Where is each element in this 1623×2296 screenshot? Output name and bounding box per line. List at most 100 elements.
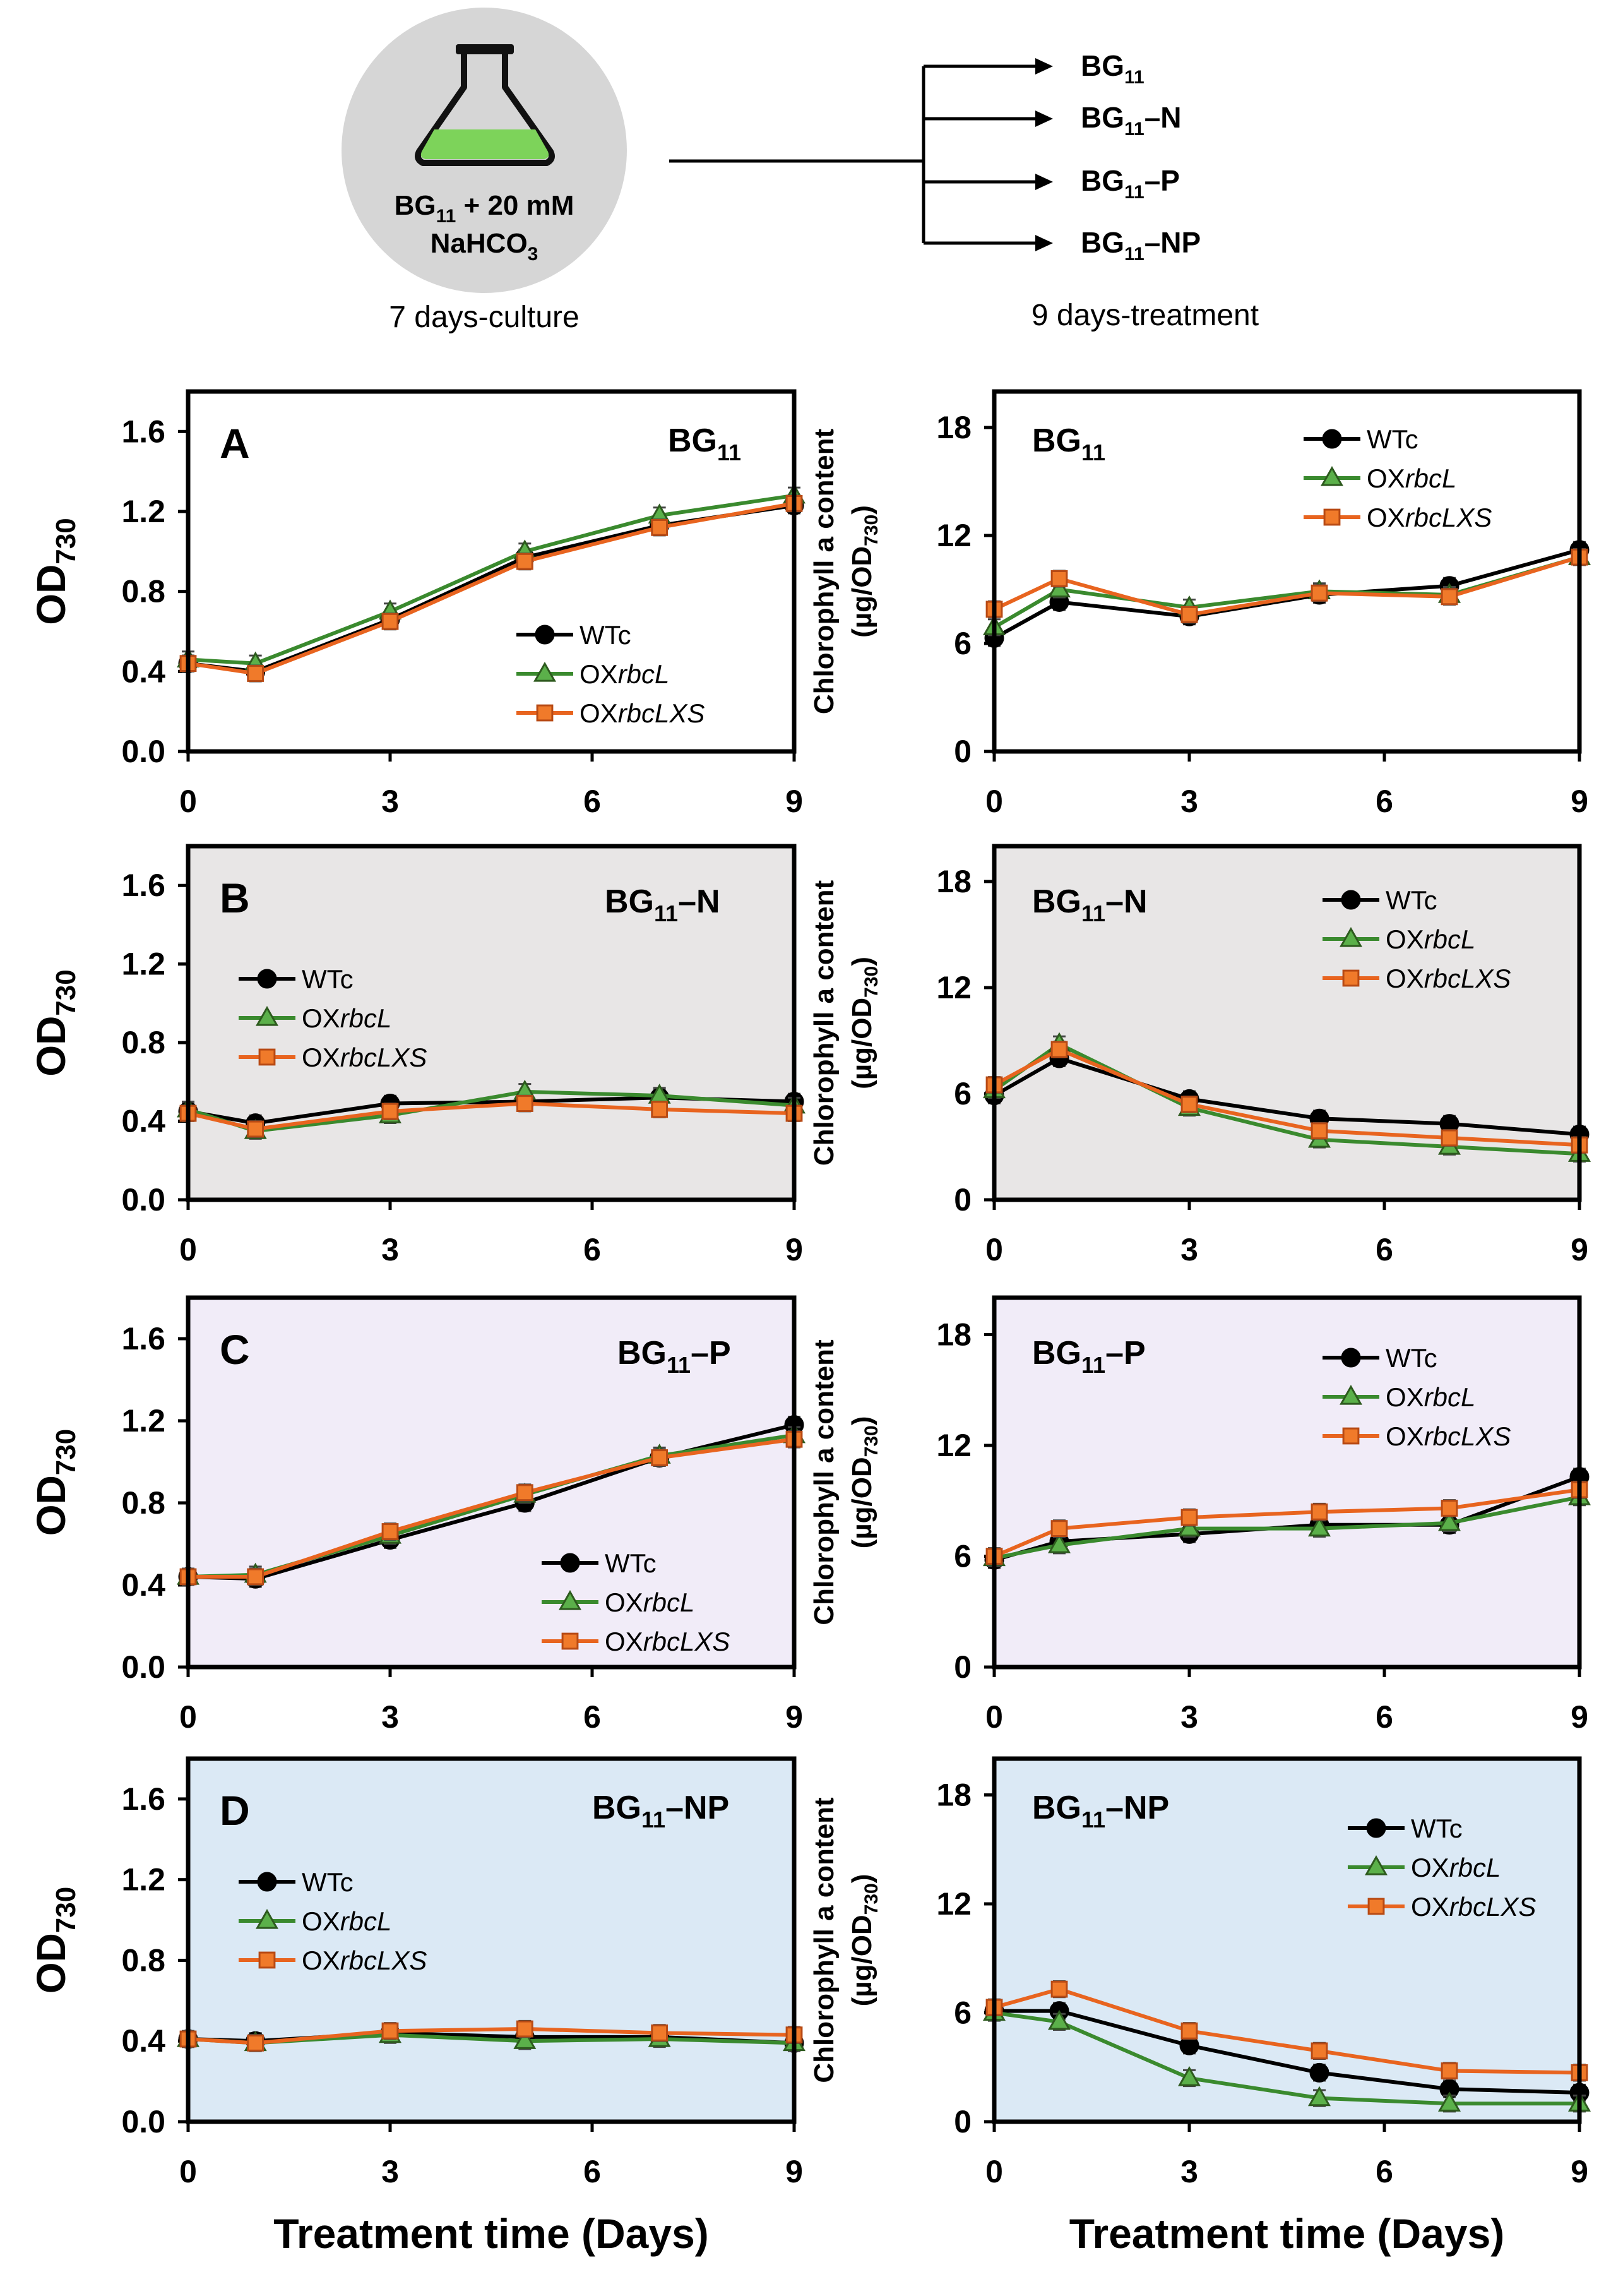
legend-label: OXrbcLXS xyxy=(1411,1892,1536,1922)
chart-chl-bg11-p: 0 6 12 18 0 3 6 9 BG11–P WTc OXrbcL OXrbcLXS Chlorop… xyxy=(809,1295,1591,1735)
legend-label: WTc xyxy=(605,1548,657,1578)
marker-square xyxy=(258,1951,276,1969)
y-tick-label: 0.0 xyxy=(121,1182,165,1217)
panel-title: BG11 xyxy=(1032,422,1105,465)
plot-background xyxy=(188,1298,794,1667)
marker-circle xyxy=(535,625,555,645)
marker-triangle xyxy=(1047,577,1071,598)
marker-square xyxy=(1367,1898,1385,1915)
y-tick-label: 0.4 xyxy=(121,2023,165,2059)
legend-label: WTc xyxy=(302,1867,354,1897)
legend-label: OXrbcLXS xyxy=(580,698,704,728)
marker-square xyxy=(1180,606,1198,623)
legend: WTc OXrbcL OXrbcLXS xyxy=(1323,885,1511,993)
panel-letter: A xyxy=(220,420,250,467)
panel-title: BG11 xyxy=(668,422,741,465)
x-tick-label: 9 xyxy=(1571,1699,1588,1735)
marker-triangle xyxy=(1320,466,1344,486)
series-line-2 xyxy=(993,555,1580,617)
panel-title: BG11–NP xyxy=(592,1790,729,1833)
legend-label: OXrbcL xyxy=(302,1003,391,1033)
legend: WTc OXrbcL OXrbcLXS xyxy=(239,1867,427,1975)
x-tick-label: 9 xyxy=(785,1699,803,1735)
legend-label: WTc xyxy=(580,620,631,650)
x-tick-label: 3 xyxy=(381,1699,399,1735)
marker-square xyxy=(381,613,399,630)
y-axis-label-line2: (µg/OD730) xyxy=(847,505,882,638)
legend-label: WTc xyxy=(1411,1814,1463,1843)
panel-title: BG11–P xyxy=(617,1335,731,1378)
marker-square xyxy=(561,1632,579,1650)
marker-square xyxy=(381,2022,399,2040)
y-tick-label: 12 xyxy=(936,1886,972,1922)
y-tick-label: 1.6 xyxy=(121,1321,165,1356)
y-tick-label: 0 xyxy=(954,2104,972,2139)
marker-circle xyxy=(257,1872,277,1892)
culture-schematic: BG11 + 20 mM NaHCO3 7 days-culture xyxy=(342,8,627,334)
branch-arrowheads xyxy=(1035,58,1053,251)
marker-square xyxy=(536,704,554,722)
marker-triangle xyxy=(513,2029,537,2049)
y-tick-label: 0 xyxy=(954,734,972,769)
legend-label: OXrbcL xyxy=(1367,463,1456,493)
y-tick-label: 0.0 xyxy=(121,2104,165,2139)
plot-frame xyxy=(186,1295,797,1670)
marker-square xyxy=(651,1101,669,1118)
chart-od-bg11-np: 0.0 0.4 0.8 1.2 1.6 0 3 6 9 D BG11–NP WTc OXrbcL OXrb… xyxy=(28,1756,806,2257)
chart-chl-bg11: 0 6 12 18 0 3 6 9 BG11 WTc OXrbcL OXrbcLXS Chlorophy… xyxy=(809,389,1591,819)
marker-triangle xyxy=(1047,1533,1071,1553)
marker-triangle xyxy=(1177,1516,1201,1537)
legend-label: OXrbcL xyxy=(1386,924,1475,954)
plot-frame xyxy=(186,1756,797,2124)
marker-square xyxy=(651,2024,669,2042)
panel-title: BG11–N xyxy=(1032,883,1148,926)
x-tick-label: 0 xyxy=(179,2154,197,2189)
legend-label: OXrbcLXS xyxy=(605,1627,730,1656)
x-tick-label: 9 xyxy=(785,784,803,819)
plot-frame xyxy=(992,1295,1582,1670)
y-axis-label-line2: (µg/OD730) xyxy=(847,1416,882,1549)
x-tick-label: 9 xyxy=(1571,784,1588,819)
panel-title: BG11–P xyxy=(1032,1335,1146,1378)
marker-square xyxy=(1441,1500,1458,1517)
plot-background xyxy=(994,1759,1579,2122)
y-tick-label: 1.2 xyxy=(121,947,165,982)
x-tick-label: 0 xyxy=(985,1232,1003,1267)
marker-square xyxy=(247,2035,265,2052)
x-tick-label: 3 xyxy=(381,2154,399,2189)
marker-square xyxy=(1050,1041,1068,1058)
marker-circle xyxy=(1309,2062,1329,2083)
marker-square xyxy=(247,665,265,682)
marker-triangle xyxy=(1339,927,1363,947)
y-tick-label: 1.2 xyxy=(121,1403,165,1438)
legend-label: WTc xyxy=(1386,1343,1437,1373)
x-tick-label: 0 xyxy=(179,784,197,819)
flask-icon xyxy=(415,44,555,166)
legend-label: OXrbcLXS xyxy=(1386,1421,1511,1451)
x-tick-label: 3 xyxy=(1180,2154,1198,2189)
marker-square xyxy=(1180,1509,1198,1526)
series-line-0 xyxy=(993,1056,1580,1137)
marker-square xyxy=(1441,1129,1458,1147)
legend: WTc OXrbcL OXrbcLXS xyxy=(516,620,704,728)
chart-chl-bg11-n: 0 6 12 18 0 3 6 9 BG11–N WTc OXrbcL OXrbcLXS Chlorop… xyxy=(809,844,1591,1267)
plot-background xyxy=(188,1759,794,2122)
treatment-label: BG11–NP xyxy=(1081,226,1201,265)
y-tick-label: 18 xyxy=(936,1317,972,1353)
y-tick-label: 18 xyxy=(936,410,972,445)
y-tick-label: 1.2 xyxy=(121,1862,165,1898)
treatment-label: BG11–P xyxy=(1081,164,1180,203)
y-tick-label: 12 xyxy=(936,518,972,553)
x-tick-label: 3 xyxy=(381,1232,399,1267)
treatment-labels: BG11 BG11–N BG11–P BG11–NP xyxy=(1081,49,1201,265)
x-axis-label: Treatment time (Days) xyxy=(273,2210,709,2257)
marker-square xyxy=(516,1095,533,1112)
y-tick-label: 1.6 xyxy=(121,1781,165,1817)
y-tick-label: 6 xyxy=(954,626,972,661)
plot-frame xyxy=(186,389,797,754)
plot-frame xyxy=(992,844,1582,1202)
chart-od-bg11: 0.0 0.4 0.8 1.2 1.6 0 3 6 9 A BG11 WTc OXrbcL OXrbcLX… xyxy=(28,389,806,819)
x-tick-label: 6 xyxy=(1376,784,1393,819)
y-tick-label: 0.8 xyxy=(121,574,165,609)
marker-triangle xyxy=(1437,2091,1461,2112)
